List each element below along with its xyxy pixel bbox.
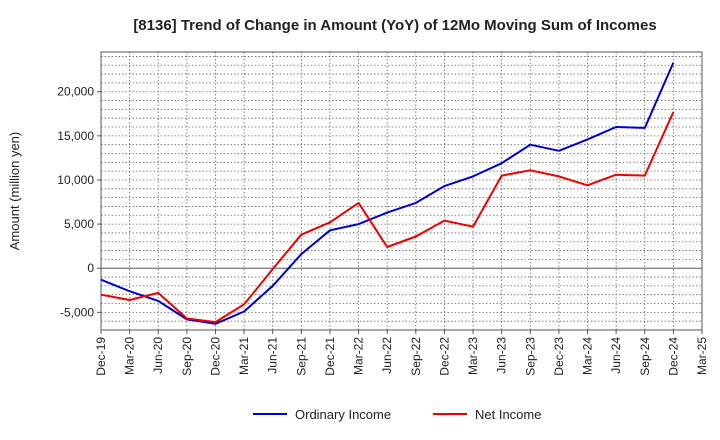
x-tick-label: Jun-23 — [495, 337, 509, 374]
legend-label: Net Income — [475, 407, 541, 422]
y-tick-label: 0 — [87, 261, 94, 275]
x-tick-label: Mar-24 — [581, 337, 595, 375]
x-tick-label: Sep-23 — [523, 337, 537, 376]
x-tick-label: Mar-23 — [466, 337, 480, 375]
chart-title: [8136] Trend of Change in Amount (YoY) o… — [133, 17, 656, 34]
y-axis-label: Amount (million yen) — [7, 132, 22, 251]
legend: Ordinary Income Net Income — [253, 407, 541, 422]
x-tick-label: Sep-20 — [180, 337, 194, 376]
x-tick-label: Jun-20 — [151, 337, 165, 374]
grid — [101, 52, 702, 331]
x-tick-label: Sep-24 — [638, 337, 652, 376]
x-tick-label: Dec-21 — [323, 337, 337, 376]
x-tick-label: Dec-22 — [437, 337, 451, 376]
y-axis: -5,000 0 5,000 10,000 15,000 20,000 — [57, 85, 101, 319]
x-tick-label: Mar-22 — [352, 337, 366, 375]
x-tick-label: Dec-24 — [666, 337, 680, 376]
x-axis: Dec-19 Mar-20 Jun-20 Sep-20 Dec-20 Mar-21 Jun-… — [94, 330, 709, 376]
series-line-net-income — [100, 111, 675, 324]
x-tick-label: Jun-24 — [609, 337, 623, 374]
x-tick-label: Jun-22 — [380, 337, 394, 374]
series-lines — [100, 62, 675, 325]
x-tick-label: Sep-22 — [409, 337, 423, 376]
x-tick-label: Dec-20 — [208, 337, 222, 376]
x-tick-label: Jun-21 — [266, 337, 280, 374]
series-line-ordinary-income — [100, 62, 675, 325]
y-tick-label: 10,000 — [57, 173, 94, 187]
x-tick-label: Sep-21 — [294, 337, 308, 376]
y-tick-label: 20,000 — [57, 85, 94, 99]
x-tick-label: Dec-23 — [552, 337, 566, 376]
legend-label: Ordinary Income — [295, 407, 391, 422]
y-tick-label: -5,000 — [60, 305, 94, 319]
x-tick-label: Dec-19 — [94, 337, 108, 376]
plot-area — [100, 51, 703, 331]
x-tick-label: Mar-20 — [123, 337, 137, 375]
y-tick-label: 5,000 — [64, 217, 94, 231]
x-tick-label: Mar-21 — [237, 337, 251, 375]
y-tick-label: 15,000 — [57, 129, 94, 143]
x-tick-label: Mar-25 — [695, 337, 709, 375]
